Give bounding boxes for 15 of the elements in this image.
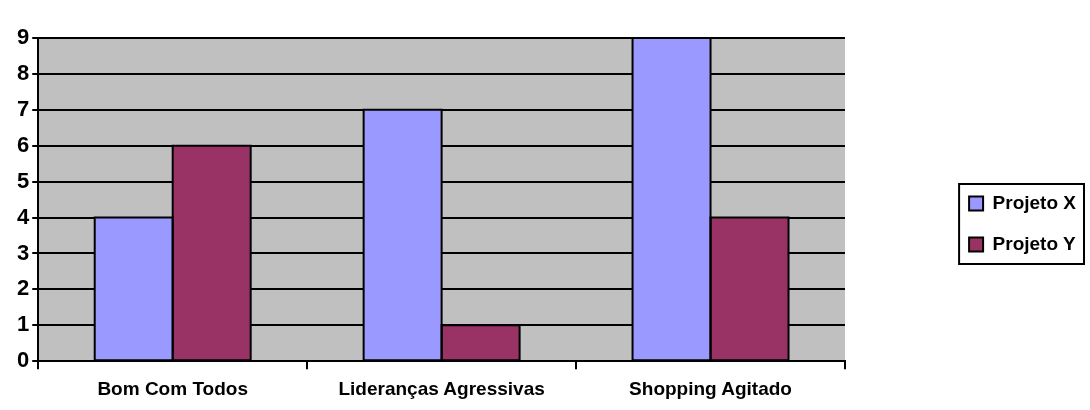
y-tick-label: 3	[16, 239, 30, 265]
y-tick-label: 9	[16, 24, 30, 50]
x-tick-label: Shopping Agitado	[629, 377, 792, 399]
y-tick-label: 2	[16, 275, 30, 301]
y-tick-label: 6	[16, 131, 30, 157]
y-tick-label: 0	[16, 347, 30, 373]
legend-label: Projeto X	[992, 191, 1077, 213]
legend-label: Projeto Y	[992, 232, 1076, 254]
y-tick-label: 4	[16, 203, 30, 229]
y-tick-label: 5	[16, 167, 30, 193]
x-tick-label: Lideranças Agressivas	[338, 377, 545, 399]
y-tick-label: 7	[16, 95, 30, 121]
y-tick-label: 8	[16, 59, 30, 85]
x-tick-label: Bom Com Todos	[97, 377, 248, 399]
y-tick-label: 1	[16, 311, 30, 337]
